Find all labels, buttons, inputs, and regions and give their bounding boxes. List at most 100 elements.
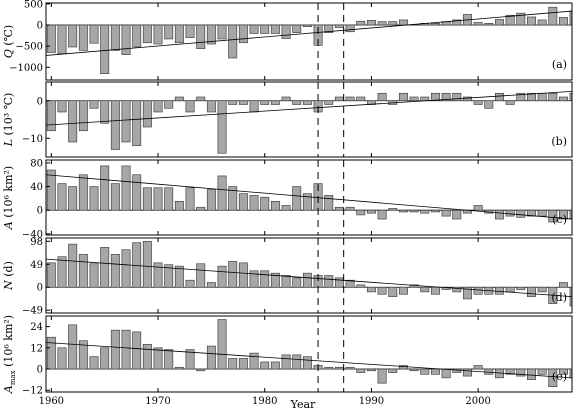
panel-frame [45,159,573,236]
bar-e-1967 [121,329,131,370]
bar-d-2000 [473,286,483,295]
bar-e-1982 [281,354,291,370]
bar-b-1986 [324,100,334,105]
bar-a-2000 [473,22,483,26]
panel-label: (c) [552,213,567,226]
bar-b-1963 [78,100,88,132]
bar-c-1987 [334,206,344,211]
bar-b-1996 [430,92,440,102]
y-tick-label: 0 [37,365,43,376]
panel-label: (d) [551,291,567,304]
bar-d-1961 [57,256,67,288]
bar-a-2006 [537,19,547,26]
y-tick-label: 24 [30,322,43,333]
x-tick-label: 1990 [359,396,384,407]
bar-d-1979 [249,270,259,288]
bar-e-1977 [228,358,238,370]
bar-b-1989 [356,96,366,102]
bar-c-1996 [430,209,440,213]
bar-b-1983 [292,100,302,105]
bar-a-1967 [121,24,131,55]
y-tick-label: 49 [30,260,43,271]
x-tick-label: 2000 [465,396,490,407]
bar-e-1983 [292,354,302,370]
bar-a-1979 [249,24,259,34]
bar-e-1964 [89,356,99,370]
bar-c-1960 [46,169,56,211]
bar-d-1980 [260,270,270,288]
trend-line [46,174,572,220]
bar-d-1998 [452,286,462,293]
bar-e-1970 [153,347,163,370]
bar-d-1962 [68,243,78,288]
y-axis-label: N (d) [2,261,15,291]
bar-d-1967 [121,249,131,288]
bar-e-2007 [548,368,558,387]
bar-a-1963 [78,24,88,51]
bar-e-2003 [505,368,515,375]
bar-a-1973 [185,24,195,38]
bar-c-2009 [569,209,572,220]
panel-plot-area-d [46,240,572,307]
bar-b-1971 [164,100,174,109]
bar-e-1965 [100,347,110,370]
bar-b-1965 [100,100,110,124]
bar-c-1975 [206,189,216,211]
panel-e: 24 12 0 −12 (e) Amax (10⁶ km²) [2,315,573,397]
bar-a-1965 [100,24,110,74]
bar-e-1981 [270,361,280,370]
panel-frame [45,237,573,314]
bar-b-1974 [196,96,206,102]
bar-b-1995 [420,96,430,102]
bar-c-1981 [270,201,280,211]
bar-a-2004 [516,12,526,26]
bar-e-2000 [473,365,483,370]
bar-c-1984 [302,193,312,211]
bar-c-2003 [505,209,515,217]
bar-c-2004 [516,209,526,218]
bar-c-1970 [153,187,163,211]
bar-e-1969 [142,343,152,370]
bar-d-1982 [281,275,291,288]
bar-c-1973 [185,187,195,211]
y-tick-label: 12 [30,343,43,354]
bar-e-2008 [558,368,568,375]
bar-e-1961 [57,347,67,370]
bar-b-2005 [526,92,536,102]
bar-c-1974 [196,206,206,211]
panel-plot-area-c [46,165,572,223]
bar-a-1982 [281,24,291,39]
bar-a-2001 [484,23,494,26]
bar-c-1983 [292,186,302,211]
bar-a-1964 [89,24,99,44]
panel-label: (b) [551,135,567,148]
bar-b-1998 [452,92,462,102]
y-tick-label: 40 [30,182,43,193]
bar-e-1988 [345,366,355,370]
bar-a-1993 [398,19,408,26]
bar-c-1994 [409,209,419,213]
y-tick-label: 0 [37,283,43,294]
bar-d-1987 [334,277,344,288]
bar-a-1987 [334,24,344,28]
bar-b-1966 [110,100,120,150]
bar-e-1999 [462,368,472,377]
bar-a-1983 [292,24,302,33]
bar-b-2004 [516,92,526,102]
y-tick-label: 0 [37,96,43,107]
bar-d-1973 [185,279,195,288]
panel-frame [45,81,573,158]
bar-b-2009 [569,92,572,102]
bar-d-1975 [206,282,216,288]
bar-b-1978 [238,100,248,105]
bar-d-1999 [462,286,472,300]
bar-d-1988 [345,279,355,288]
y-tick-label: −12 [22,386,43,397]
bar-b-1999 [462,96,472,102]
x-axis-label: Year [290,398,316,408]
bar-b-1967 [121,100,131,143]
bar-b-2002 [494,92,504,102]
bar-d-1996 [430,286,440,295]
bar-a-2003 [505,14,515,26]
trend-line [46,10,572,56]
